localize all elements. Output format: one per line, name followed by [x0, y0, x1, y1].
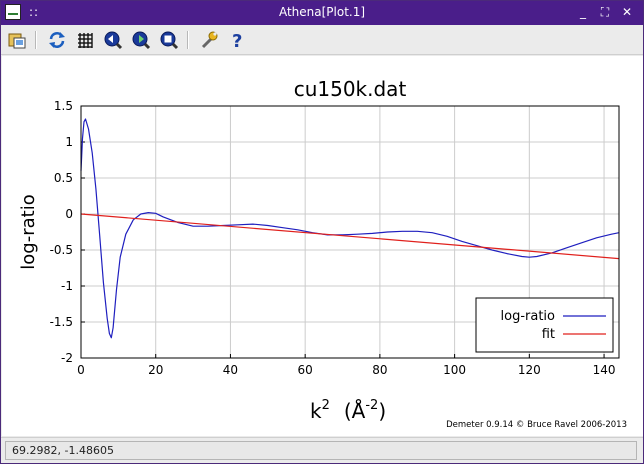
plot-canvas[interactable]: cu150k.dat 0 20 40 60 80 100 120 140 1.5 1 0.5 0 -0.…: [2, 56, 643, 436]
app-icon[interactable]: [5, 4, 21, 20]
y-tick-label: 1.5: [54, 99, 73, 113]
grid-tool[interactable]: [75, 30, 95, 50]
save-image-tool[interactable]: [7, 30, 27, 50]
status-bar: 69.2982, -1.48605: [1, 437, 643, 463]
zoom-reset-tool[interactable]: [159, 30, 179, 50]
x-axis-unit-close: ): [378, 399, 386, 423]
x-axis-unit-base: (Å: [344, 399, 366, 423]
series-layer: [80, 118, 620, 339]
x-tick-label: 20: [148, 363, 163, 377]
help-tool[interactable]: ?: [227, 30, 247, 52]
x-tick-label: 120: [518, 363, 541, 377]
y-tick-label: -2: [61, 351, 73, 365]
minimize-button[interactable]: _: [580, 5, 586, 19]
y-axis-label: log-ratio: [18, 194, 39, 269]
plot-area[interactable]: cu150k.dat 0 20 40 60 80 100 120 140 1.5 1 0.5 0 -0.…: [2, 56, 643, 436]
credit-text: Demeter 0.9.14 © Bruce Ravel 2006-2013: [446, 420, 627, 430]
window-title: Athena[Plot.1]: [278, 5, 366, 19]
series-line-log-ratio: [80, 118, 620, 339]
legend-label-log-ratio: log-ratio: [501, 309, 556, 324]
close-button[interactable]: ✕: [621, 5, 633, 19]
x-axis-label-sup: 2: [322, 398, 330, 413]
toolbar-separator: [187, 31, 189, 49]
chart-title: cu150k.dat: [294, 77, 407, 101]
maximize-button[interactable]: ⛶: [600, 5, 610, 19]
save-image-icon: [8, 33, 26, 49]
zoom-in-icon: [104, 31, 123, 50]
x-tick-label: 0: [77, 363, 85, 377]
plot-frame: [80, 105, 620, 359]
series-line-fit: [80, 213, 620, 260]
legend-box: [475, 297, 614, 353]
x-tick-label: 60: [298, 363, 313, 377]
y-tick-label: -1: [61, 279, 73, 293]
y-tick-label: 0: [65, 207, 73, 221]
x-axis-label-base: k: [310, 399, 322, 423]
x-tick-label: 80: [372, 363, 387, 377]
refresh-icon: [49, 32, 65, 48]
wrench-icon: [201, 31, 218, 49]
x-axis-unit-sup: -2: [365, 398, 378, 413]
cursor-coordinates: 69.2982, -1.48605: [5, 441, 637, 460]
x-tick-label: 40: [223, 363, 238, 377]
legend: log-ratio fit: [475, 297, 614, 353]
legend-label-fit: fit: [542, 327, 555, 342]
zoom-reset-icon: [160, 31, 179, 50]
zoom-out-tool[interactable]: [131, 30, 151, 50]
zoom-out-icon: [132, 31, 151, 50]
replot-tool[interactable]: [47, 30, 67, 50]
title-bar[interactable]: :: Athena[Plot.1] _ ⛶ ✕: [1, 1, 643, 25]
toolbar-separator: [35, 31, 37, 49]
window-menu-icon[interactable]: ::: [29, 5, 40, 19]
y-tick-label: -0.5: [50, 243, 73, 257]
x-axis-label: k2 (Å-2): [310, 398, 386, 423]
zoom-in-tool[interactable]: [103, 30, 123, 50]
settings-tool[interactable]: [199, 30, 219, 50]
x-tick-label: 100: [443, 363, 466, 377]
y-tick-label: -1.5: [50, 315, 73, 329]
x-tick-label: 140: [593, 363, 616, 377]
svg-text:?: ?: [232, 31, 242, 50]
plot-toolbar: ?: [1, 25, 643, 55]
help-icon: ?: [232, 31, 242, 52]
y-tick-label: 0.5: [54, 171, 73, 185]
axis-ticks: 0 20 40 60 80 100 120 140 1.5 1 0.5 0 -0.5 -1 -1.5 -2: [50, 99, 616, 377]
grid-icon: [78, 33, 93, 48]
y-tick-label: 1: [65, 135, 73, 149]
